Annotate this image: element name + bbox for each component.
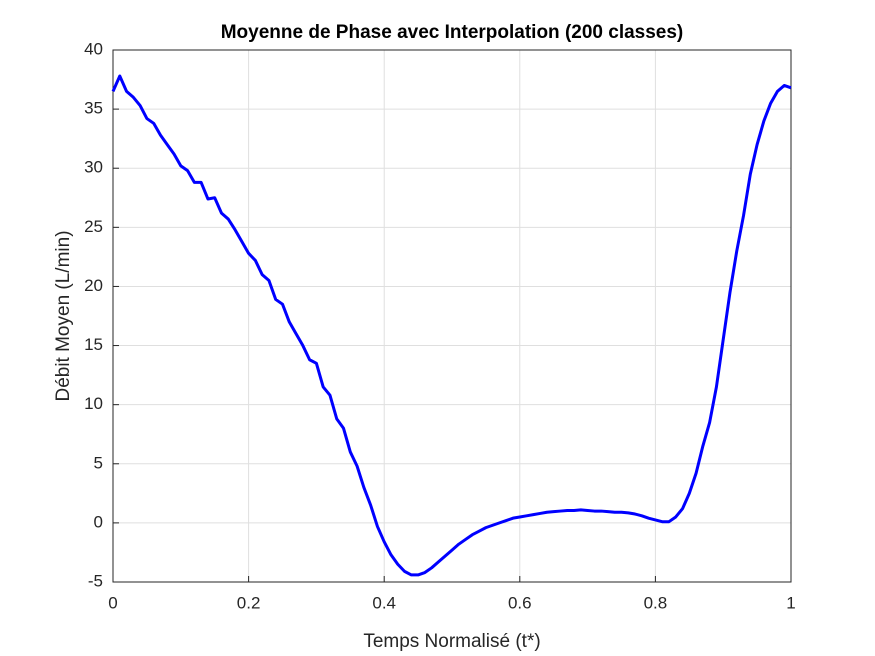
y-tick-label: 0 <box>94 512 103 531</box>
y-tick-label: 20 <box>84 276 103 295</box>
x-axis-label: Temps Normalisé (t*) <box>363 631 540 652</box>
x-tick-label: 0.6 <box>508 593 532 612</box>
y-tick-label: 5 <box>94 453 103 472</box>
x-tick-label: 0.8 <box>644 593 668 612</box>
x-tick-label: 0.2 <box>237 593 261 612</box>
y-tick-label: 40 <box>84 39 103 58</box>
y-tick-label: 15 <box>84 335 103 354</box>
y-tick-label: 25 <box>84 217 103 236</box>
y-tick-label: 10 <box>84 394 103 413</box>
y-axis-label: Débit Moyen (L/min) <box>53 230 74 401</box>
y-tick-label: -5 <box>88 571 103 590</box>
data-line <box>111 74 792 577</box>
plot-frame <box>112 49 792 583</box>
y-tick-label: 30 <box>84 158 103 177</box>
y-tick-label: 35 <box>84 99 103 118</box>
x-tick-label: 0 <box>108 593 117 612</box>
x-tick-label: 0.4 <box>372 593 396 612</box>
x-tick-label: 1 <box>786 593 795 612</box>
chart-title: Moyenne de Phase avec Interpolation (200… <box>221 22 684 43</box>
